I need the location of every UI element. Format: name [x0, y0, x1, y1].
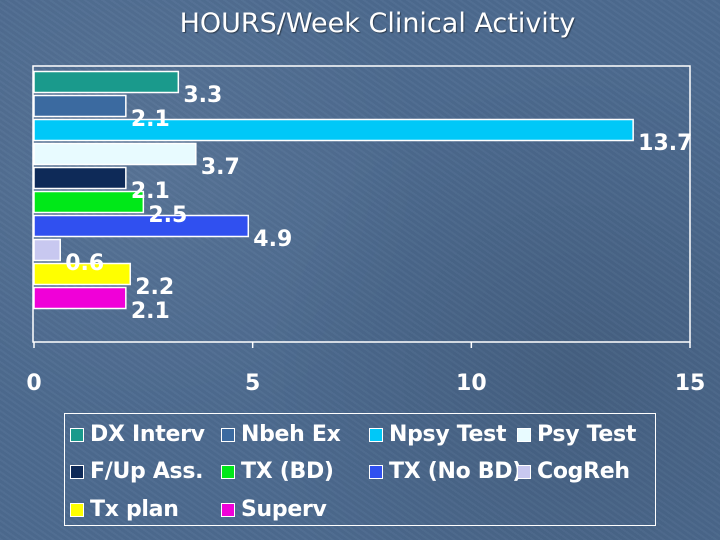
bar-7: [33, 238, 61, 262]
legend-swatch-2: [369, 427, 383, 442]
legend-item-4: F/Up Ass.: [70, 459, 204, 484]
bar-8: [33, 262, 131, 286]
bar-chart: 3.32.113.73.72.12.54.90.62.22.1 0 5 10 15: [26, 65, 705, 396]
value-label-0: 3.3: [183, 83, 222, 108]
legend-item-7: CogReh: [517, 459, 630, 484]
legend-swatch-7: [517, 464, 531, 479]
legend-swatch-9: [221, 502, 235, 517]
bar-5: [33, 190, 145, 214]
value-label-2: 13.7: [638, 131, 692, 156]
legend-label-2: Npsy Test: [389, 422, 507, 447]
legend-swatch-0: [70, 427, 84, 442]
bar-9: [33, 286, 127, 310]
legend-item-8: Tx plan: [70, 497, 179, 522]
legend-label-1: Nbeh Ex: [241, 422, 341, 447]
x-axis-ticks-group: 0 5 10 15: [26, 342, 705, 396]
legend-item-5: TX (BD): [221, 459, 334, 484]
bar-0: [33, 70, 180, 94]
legend-label-4: F/Up Ass.: [90, 459, 204, 484]
legend-label-3: Psy Test: [537, 422, 637, 447]
chart-title: HOURS/Week Clinical Activity: [179, 8, 576, 39]
legend-swatch-5: [221, 464, 235, 479]
legend-item-1: Nbeh Ex: [221, 422, 341, 447]
legend-label-5: TX (BD): [241, 459, 334, 484]
bar-1: [33, 94, 127, 118]
value-label-5: 2.5: [148, 203, 187, 228]
value-label-9: 2.1: [131, 299, 170, 324]
x-tick-label-3: 15: [675, 371, 706, 396]
legend-item-6: TX (No BD): [369, 459, 522, 484]
plot-area: [32, 65, 691, 343]
x-tick-label-1: 5: [245, 371, 260, 396]
bars-group: [33, 70, 634, 310]
legend-item-2: Npsy Test: [369, 422, 506, 447]
legend-label-6: TX (No BD): [389, 459, 522, 484]
legend-label-0: DX Interv: [90, 422, 205, 447]
value-label-3: 3.7: [201, 155, 240, 180]
x-tick-label-0: 0: [26, 371, 41, 396]
legend: DX Interv Nbeh Ex Npsy Test Psy Test F/Up As…: [64, 413, 656, 526]
legend-item-3: Psy Test: [517, 422, 636, 447]
legend-swatch-1: [221, 427, 235, 442]
legend-swatch-3: [517, 427, 531, 442]
value-label-7: 0.6: [65, 251, 104, 276]
x-tick-label-2: 10: [456, 371, 487, 396]
value-label-8: 2.2: [135, 275, 174, 300]
bar-2: [33, 118, 634, 142]
value-label-6: 4.9: [253, 227, 292, 252]
legend-swatch-8: [70, 502, 84, 517]
legend-swatch-4: [70, 464, 84, 479]
bar-3: [33, 142, 197, 166]
legend-label-9: Superv: [241, 497, 327, 522]
value-label-1: 2.1: [131, 107, 170, 132]
bar-4: [33, 166, 127, 190]
legend-item-0: DX Interv: [70, 422, 205, 447]
bar-6: [33, 214, 250, 238]
legend-label-7: CogReh: [537, 459, 630, 484]
legend-item-9: Superv: [221, 497, 327, 522]
legend-label-8: Tx plan: [90, 497, 179, 522]
legend-swatch-6: [369, 464, 383, 479]
value-labels-group: 3.32.113.73.72.12.54.90.62.22.1: [65, 83, 692, 324]
value-label-4: 2.1: [131, 179, 170, 204]
